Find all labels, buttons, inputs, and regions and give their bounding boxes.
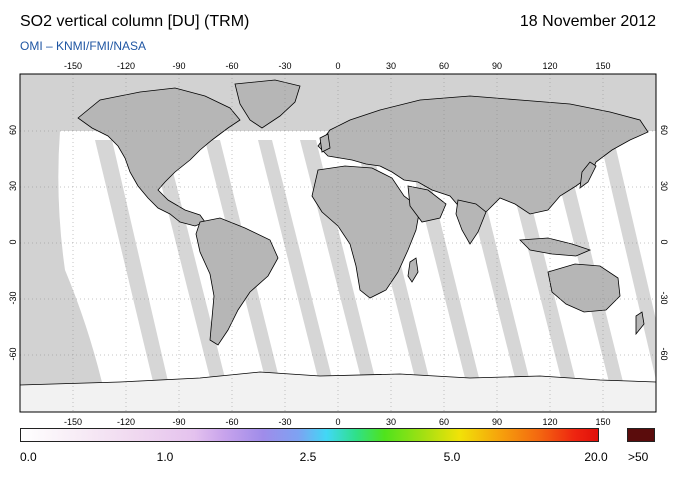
lat-tick-left: 30: [8, 181, 18, 192]
lon-tick-top: 0: [335, 61, 341, 71]
page-title: SO2 vertical column [DU] (TRM): [20, 13, 250, 30]
lat-tick-left: 60: [8, 125, 18, 136]
colorbar-label: 20.0: [584, 450, 608, 464]
india: [455, 199, 487, 245]
lon-tick-bottom: 60: [438, 417, 450, 427]
lon-tick-top: -60: [225, 61, 239, 71]
south-america: [195, 217, 279, 346]
west-no-data-region: [20, 131, 105, 395]
overflow-label: >50: [628, 450, 649, 464]
arabia: [407, 185, 447, 223]
lat-tick-right: 30: [659, 180, 669, 191]
greenland: [234, 79, 301, 129]
lon-tick-top: 30: [385, 61, 397, 71]
colorbar-label: 2.5: [299, 450, 317, 464]
lon-tick-top: -90: [172, 61, 186, 71]
colorbar-label: 1.0: [156, 450, 174, 464]
lon-tick-top: 150: [595, 61, 611, 71]
africa: [311, 165, 421, 299]
graticule: [20, 74, 656, 412]
lon-tick-top: -150: [63, 61, 83, 71]
lon-tick-bottom: 30: [385, 417, 397, 427]
north-america: [77, 87, 241, 227]
indonesia: [519, 237, 592, 257]
lat-tick-left: 0: [8, 239, 18, 245]
lon-tick-top: -30: [278, 61, 292, 71]
lat-tick-left: -60: [8, 347, 18, 361]
lat-tick-right: 60: [659, 124, 669, 135]
australia: [547, 263, 621, 313]
lon-tick-bottom: -30: [278, 417, 292, 427]
lon-tick-bottom: 120: [542, 417, 558, 427]
lon-tick-top: 120: [542, 61, 558, 71]
eurasia: [317, 95, 649, 223]
madagascar: [407, 257, 419, 283]
japan: [579, 161, 597, 189]
colorbar-label: 5.0: [443, 450, 461, 464]
lon-tick-bottom: -120: [116, 417, 136, 427]
lon-tick-bottom: -150: [63, 417, 83, 427]
lon-tick-bottom: 150: [595, 417, 611, 427]
date-label: 18 November 2012: [519, 13, 656, 30]
lon-tick-bottom: -90: [172, 417, 186, 427]
lat-tick-right: 0: [659, 239, 669, 245]
lon-tick-bottom: 0: [335, 417, 341, 427]
lon-tick-top: 90: [491, 61, 503, 71]
lon-tick-top: 60: [438, 61, 450, 71]
lat-tick-right: -60: [659, 347, 669, 361]
new-zealand: [635, 311, 645, 336]
lon-tick-top: -120: [116, 61, 136, 71]
credit-label: OMI – KNMI/FMI/NASA: [20, 39, 147, 53]
british-isles: [319, 133, 331, 153]
lon-tick-bottom: 90: [491, 417, 503, 427]
colorbar-label: 0.0: [20, 450, 37, 464]
overflow-color-swatch: [627, 428, 655, 442]
so2-colorbar: [20, 428, 599, 442]
lat-tick-right: -30: [659, 291, 669, 305]
lat-tick-left: -30: [8, 291, 18, 305]
lon-tick-bottom: -60: [225, 417, 239, 427]
